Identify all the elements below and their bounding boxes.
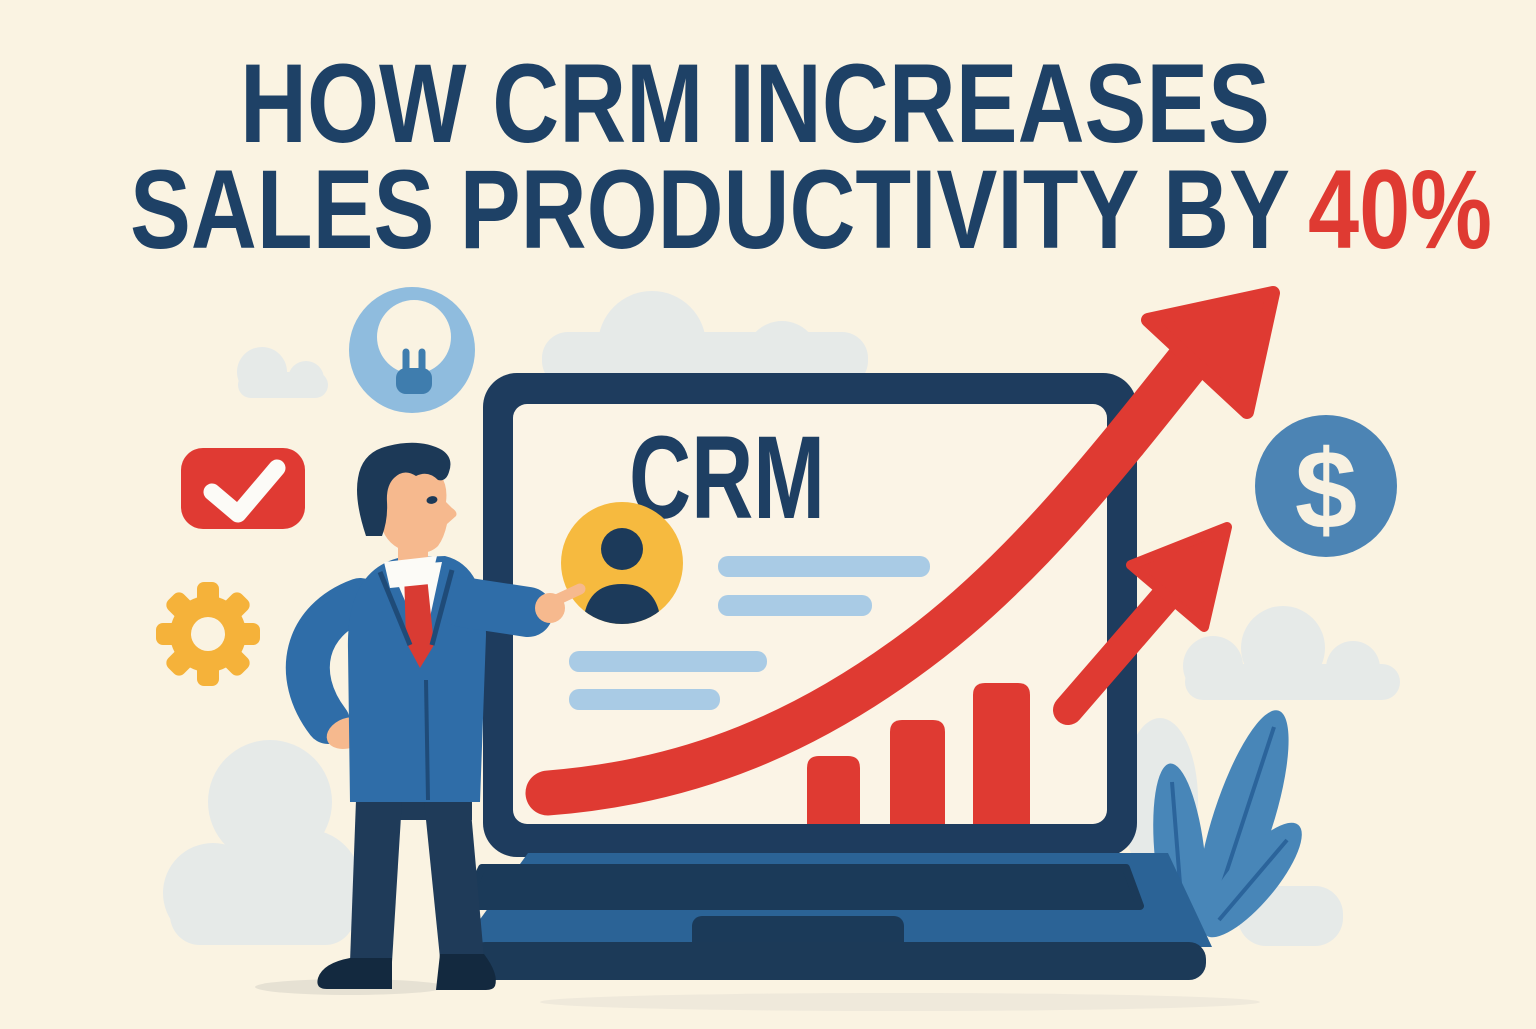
text-line-placeholder [569, 651, 767, 672]
dollar-icon: $ [1255, 415, 1397, 557]
leaf-vein [1217, 838, 1289, 922]
eye [426, 496, 438, 504]
laptop-keyboard [460, 864, 1144, 910]
icon-circle [1255, 415, 1397, 557]
bar [973, 683, 1030, 824]
title-highlight-40-percent: 40% [1308, 147, 1492, 272]
cloud-base [170, 855, 355, 945]
arrow-shaft [1053, 583, 1180, 725]
cloud-base [1185, 664, 1400, 700]
gear-hole [191, 617, 225, 651]
left-shoe [317, 958, 392, 989]
cloud-right [1183, 606, 1400, 700]
bar [890, 720, 945, 824]
businessman [255, 442, 586, 995]
dollar-glyph: $ [1295, 427, 1357, 552]
cloud-base [238, 372, 328, 398]
right-shoe [436, 954, 496, 990]
page-title: HOW CRM INCREASES SALES PRODUCTIVITY BY … [130, 41, 1492, 272]
cloud-top-left [237, 347, 328, 398]
bulb [377, 300, 451, 374]
pointing-finger [546, 583, 586, 608]
text-line-placeholder [718, 556, 930, 577]
left-arm [285, 578, 382, 744]
avatar-body [583, 584, 661, 624]
title-line-2: SALES PRODUCTIVITY BY [130, 147, 1290, 272]
jacket-seam [424, 679, 430, 801]
cloud-behind-man [163, 740, 362, 945]
bulb-base [396, 368, 432, 394]
right-leg [424, 800, 484, 958]
text-line-placeholder [718, 595, 872, 616]
checkmark-icon [181, 448, 305, 529]
text-line-placeholder [569, 689, 720, 710]
plant [1153, 710, 1302, 953]
right-arm [437, 577, 553, 637]
user-avatar-icon [561, 502, 683, 624]
contact-text-placeholders [569, 556, 930, 710]
title-line-1: HOW CRM INCREASES [240, 41, 1270, 166]
hair [357, 442, 451, 536]
lightbulb-icon [349, 287, 475, 413]
lapel-line [429, 569, 455, 646]
face [378, 467, 457, 554]
growth-curve [525, 339, 1211, 816]
growth-arrow-icon [525, 286, 1280, 816]
arrowhead [1141, 286, 1280, 419]
lapel-line [377, 571, 413, 646]
laptop-base-bottom [468, 942, 1206, 980]
avatar-head [601, 528, 643, 570]
gear-icon [156, 582, 260, 686]
laptop: CRM [460, 373, 1260, 1011]
laptop-shadow [540, 993, 1260, 1011]
bar [807, 756, 860, 824]
check-glyph [203, 459, 286, 523]
collar [384, 556, 437, 588]
small-arrow-icon [1053, 522, 1232, 725]
bar-chart [807, 683, 1030, 824]
arrowhead [1126, 522, 1232, 632]
left-leg [350, 800, 402, 962]
